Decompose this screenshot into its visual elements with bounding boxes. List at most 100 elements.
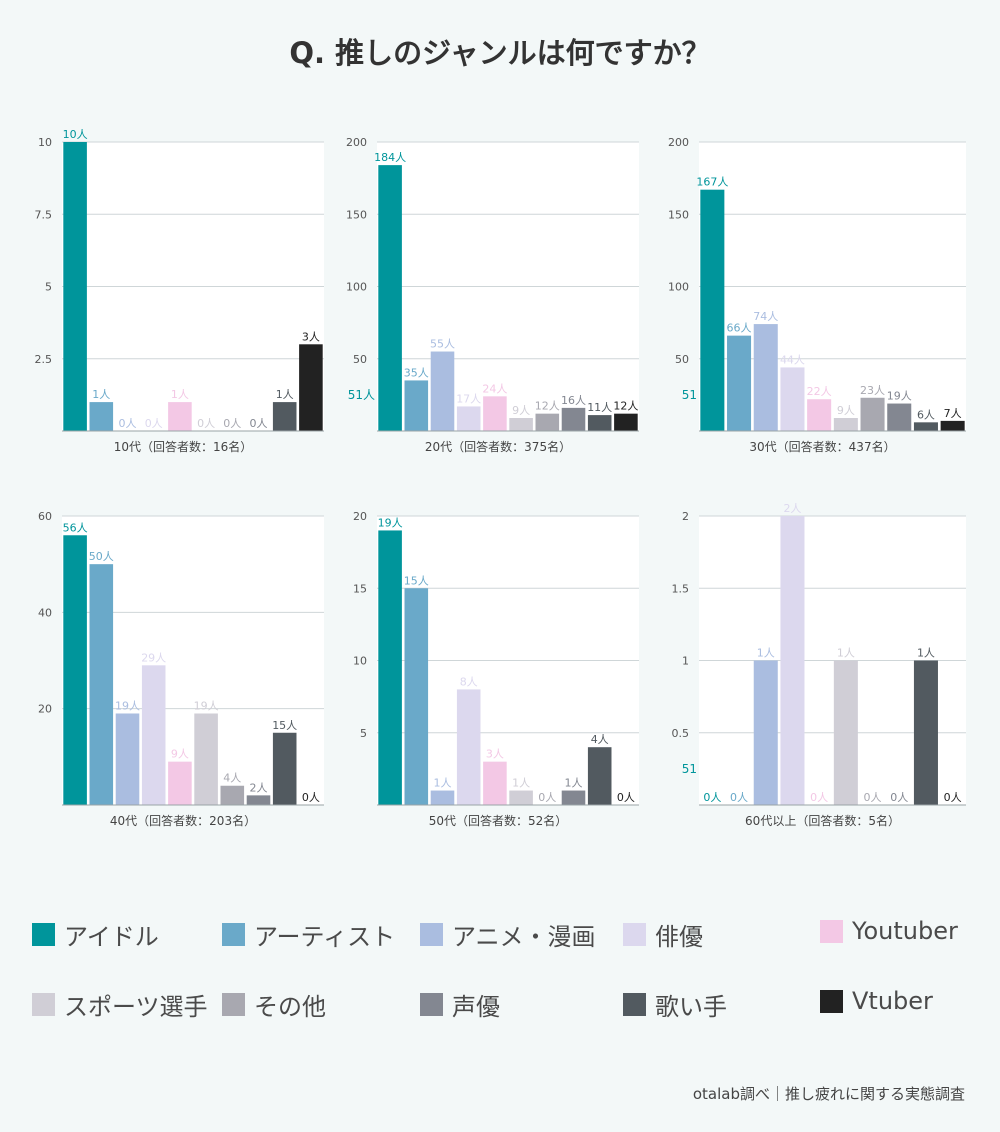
bar-value-label: 1人	[565, 777, 583, 790]
y-tick-label: 5	[360, 727, 367, 740]
x-axis-label: 50代（回答者数：52名）	[429, 813, 568, 828]
bar-2	[89, 564, 114, 805]
bar-10	[614, 413, 638, 431]
bar-value-label: 19人	[378, 516, 403, 529]
bar-value-label: 6人	[917, 408, 935, 421]
legend-swatch	[32, 923, 55, 946]
bar-value-label: 10人	[63, 128, 88, 141]
bar-value-label: 24人	[482, 382, 507, 395]
bar-value-label: 17人	[456, 392, 481, 405]
bar-value-label: 0人	[617, 791, 635, 804]
bar-4	[780, 367, 805, 431]
bar-value-label: 1人	[434, 777, 452, 790]
bar-3	[430, 790, 455, 805]
bar-8	[246, 795, 271, 805]
bar-value-label: 167人	[696, 176, 728, 189]
x-axis-label: 30代（回答者数：437名）	[749, 439, 895, 454]
bar-4	[456, 406, 481, 431]
bar-5	[483, 761, 507, 805]
bar-value-label: 56人	[63, 521, 88, 534]
chart-panel-40s: 60 40 20 56人 50人 19人 29人 9人 19人 4人 2人 15人 0人 40代（回答者数…	[30, 502, 330, 832]
source-credit: otalab調べ｜推し疲れに関する実態調査	[692, 1085, 965, 1103]
bar-value-label: 29人	[141, 651, 166, 664]
legend-label: その他	[254, 993, 326, 1021]
y-tick-label: 50	[353, 353, 367, 366]
chart-svg-60s: 2 1.5 1 0.5 0人 0人 1人 2人 0人 1人 0人 0人 1人 0人 51 60代以上（回答者数…	[672, 502, 966, 828]
legend-swatch	[222, 923, 245, 946]
y-tick-label: 100	[668, 281, 689, 294]
y-tick-label: 60	[38, 510, 52, 523]
bar-6	[509, 417, 533, 431]
legend-item-idol: アイドル	[32, 917, 159, 952]
bar-9	[587, 415, 612, 431]
bar-value-label: 1人	[171, 388, 189, 401]
y-tick-label: 15	[353, 582, 367, 595]
bar-8	[887, 403, 912, 431]
annotation-label: 51人	[348, 388, 375, 402]
bar-value-label: 15人	[272, 719, 297, 732]
bar-value-label: 12人	[535, 400, 560, 413]
bar-4	[456, 689, 481, 805]
bar-value-label: 0人	[864, 791, 882, 804]
x-axis-label: 40代（回答者数：203名）	[110, 813, 256, 828]
bar-value-label: 9人	[512, 404, 530, 417]
legend-item-athlete: スポーツ選手	[32, 987, 208, 1022]
bar-value-label: 66人	[727, 322, 752, 335]
legend-item-anime: アニメ・漫画	[420, 917, 596, 952]
chart-panel-10s: 10 7.5 5 2.5 10人 1人 0人 0人 1人 0人 0人 0人 1人 3人 10代（回答者数：1…	[30, 128, 330, 458]
bar-value-label: 184人	[374, 151, 406, 164]
legend-label: アイドル	[64, 923, 159, 951]
legend-item-other: その他	[222, 987, 326, 1022]
chart-svg-10s: 10 7.5 5 2.5 10人 1人 0人 0人 1人 0人 0人 0人 1人 3人 10代（回答者数：1…	[35, 128, 324, 454]
chart-svg-40s: 60 40 20 56人 50人 19人 29人 9人 19人 4人 2人 15人 0人 40代（回答者数…	[38, 510, 324, 828]
bar-value-label: 3人	[302, 330, 320, 343]
bar-value-label: 1人	[92, 388, 110, 401]
bar-value-label: 0人	[302, 791, 320, 804]
bar-value-label: 0人	[703, 791, 721, 804]
bar-value-label: 1人	[276, 388, 294, 401]
bar-9	[913, 422, 938, 431]
legend-item-voice-actor: 声優	[420, 987, 500, 1022]
bar-2	[404, 588, 429, 805]
legend-item-actor: 俳優	[623, 917, 703, 952]
bar-value-label: 8人	[460, 675, 478, 688]
bar-value-label: 0人	[810, 791, 828, 804]
bar-value-label: 4人	[223, 772, 241, 785]
bar-value-label: 1人	[757, 647, 775, 660]
y-tick-label: 150	[346, 208, 367, 221]
y-tick-label: 200	[346, 136, 367, 149]
bar-value-label: 0人	[890, 791, 908, 804]
bar-value-label: 74人	[753, 310, 778, 323]
bar-value-label: 19人	[194, 699, 219, 712]
legend-swatch	[820, 919, 843, 943]
y-tick-label: 2	[682, 510, 689, 523]
bar-1	[378, 530, 402, 805]
bar-value-label: 50人	[89, 550, 114, 563]
x-axis-label: 20代（回答者数：375名）	[425, 439, 571, 454]
x-axis-label: 60代以上（回答者数：5名）	[745, 813, 900, 828]
y-tick-label: 10	[353, 655, 367, 668]
bar-value-label: 0人	[119, 417, 137, 430]
bar-value-label: 9人	[837, 404, 855, 417]
bar-value-label: 0人	[250, 417, 268, 430]
chart-panel-60s: 2 1.5 1 0.5 0人 0人 1人 2人 0人 1人 0人 0人 1人 0人 51 60代以上（回答者数…	[667, 502, 972, 832]
bar-3	[753, 660, 778, 805]
bar-value-label: 0人	[223, 417, 241, 430]
y-tick-label: 150	[668, 208, 689, 221]
bar-value-label: 9人	[171, 748, 189, 761]
legend-item-artist: アーティスト	[222, 917, 395, 952]
bar-1	[63, 142, 87, 431]
y-tick-label: 10	[38, 136, 52, 149]
legend-swatch	[623, 993, 646, 1016]
bar-2	[89, 402, 114, 431]
legend-swatch	[420, 923, 443, 946]
bar-value-label: 1人	[512, 777, 530, 790]
bar-9	[913, 660, 938, 805]
chart-panel-50s: 20 15 10 5 19人 15人 1人 8人 3人 1人 0人 1人 4人 0人 50代（回答者数：52…	[345, 502, 645, 832]
bar-2	[727, 335, 752, 431]
bar-value-label: 1人	[917, 647, 935, 660]
annotation-label: 51	[682, 388, 697, 402]
legend-swatch	[32, 993, 55, 1016]
